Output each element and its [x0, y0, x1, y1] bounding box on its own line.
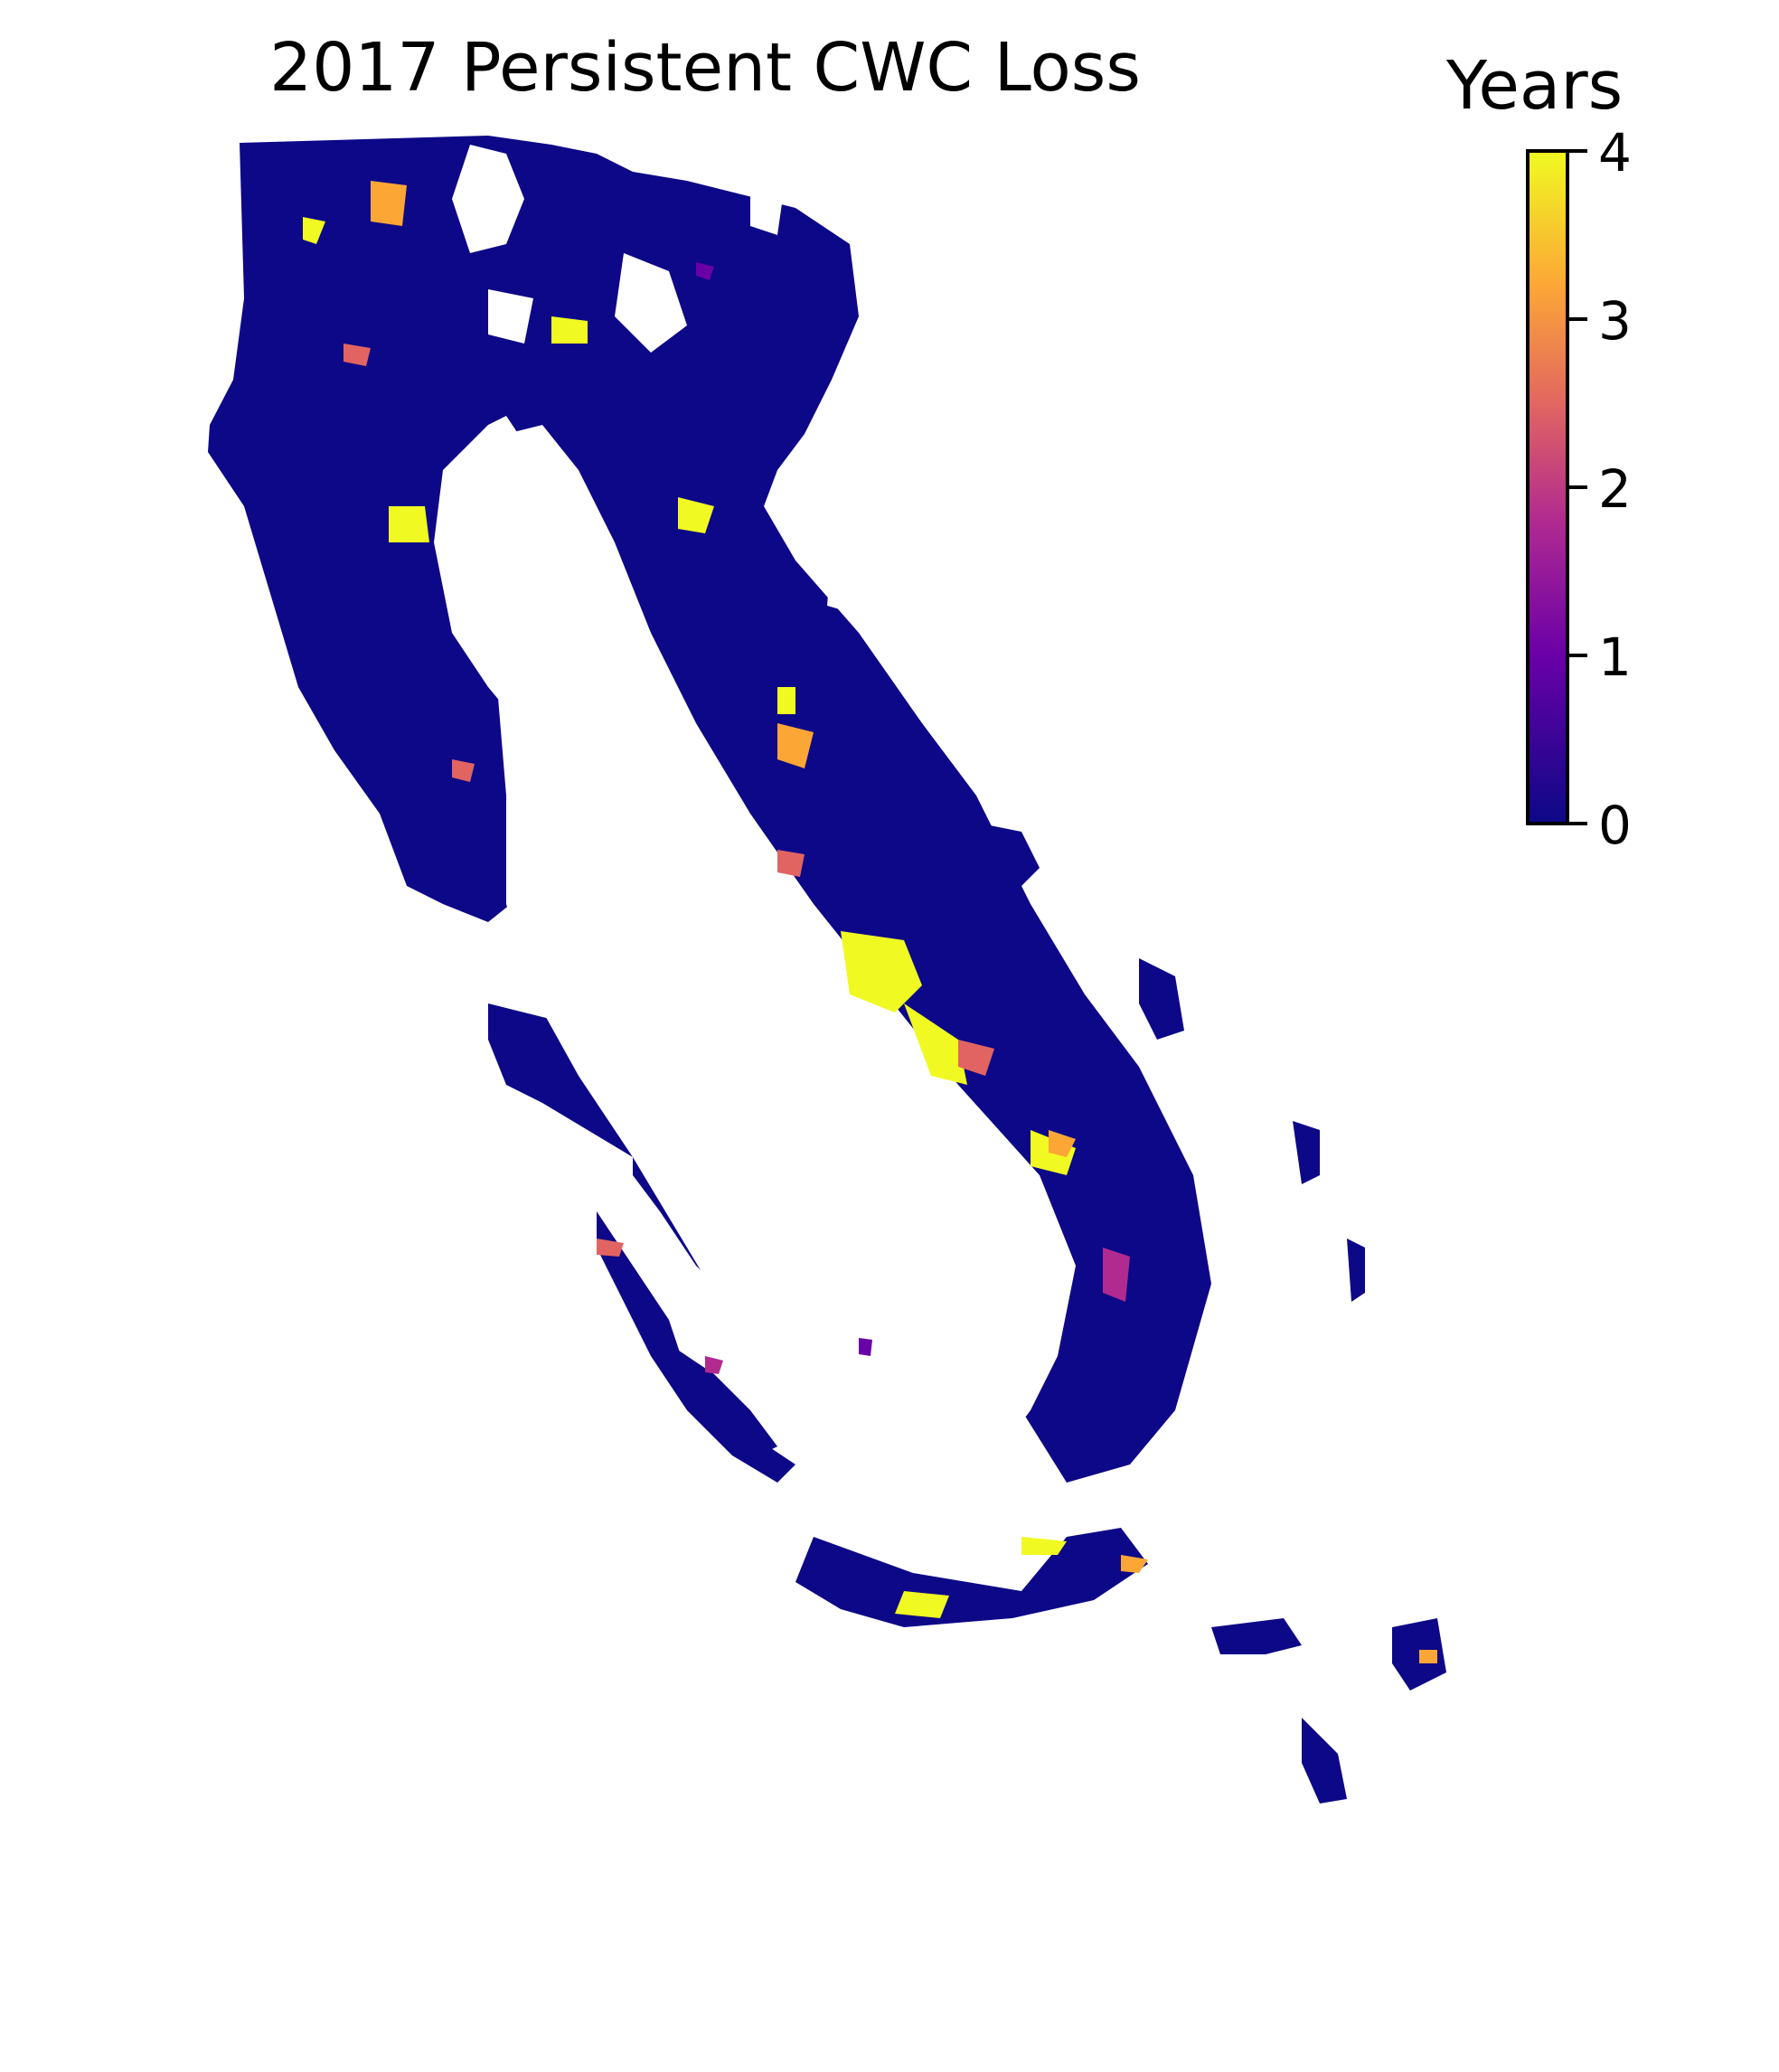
yellow-patch: [678, 497, 714, 533]
orange-patch: [1121, 1555, 1148, 1573]
high-value-patches: [303, 181, 1437, 1663]
magenta-patch: [1103, 1248, 1130, 1302]
east-gap-a: [827, 551, 859, 615]
coast-strip-c: [660, 1338, 777, 1455]
colorbar-tick-label: 4: [1598, 122, 1632, 184]
central-valley-gap: [479, 425, 1076, 1483]
magenta-patch: [705, 1356, 723, 1374]
orange-patch: [371, 181, 407, 226]
salmon-patch: [958, 1040, 994, 1076]
north-east-gap: [750, 163, 786, 235]
orange-patch: [1049, 1130, 1076, 1157]
yellow-patch: [904, 1003, 967, 1085]
colorbar-tick-mark: [1569, 654, 1587, 657]
salmon-patch: [452, 759, 475, 782]
east-fragment-b: [1293, 1121, 1320, 1184]
north-gap-a: [452, 145, 524, 253]
east-fragment-a: [1139, 958, 1184, 1040]
north-gap-c: [488, 289, 533, 344]
purple-patch: [859, 1338, 872, 1356]
orange-patch: [1419, 1650, 1437, 1663]
orange-patch: [777, 723, 814, 768]
map-gaps: [452, 145, 1076, 1483]
coast-strip-b: [597, 1211, 795, 1483]
colorbar-tick-mark: [1569, 149, 1587, 153]
salmon-patch: [777, 850, 805, 877]
yellow-patch: [1021, 1537, 1067, 1555]
colorbar-tick-label: 2: [1598, 458, 1632, 520]
colorbar-tick-mark: [1569, 317, 1587, 321]
yellow-patch: [303, 217, 325, 244]
yellow-patch: [895, 1591, 949, 1618]
colorbar-tick-label: 3: [1598, 290, 1632, 352]
south-fragments: [795, 1528, 1148, 1627]
north-coast-region: [208, 136, 1211, 1483]
colorbar-tick-label: 0: [1598, 795, 1632, 856]
colorbar-tick-mark: [1569, 822, 1587, 825]
colorbar-tick-label: 1: [1598, 626, 1632, 688]
purple-patch: [696, 262, 714, 280]
map-title: 2017 Persistent CWC Loss: [269, 29, 1141, 107]
north-east-block: [976, 823, 1040, 895]
yellow-patch: [841, 931, 922, 1012]
yellow-patch: [389, 506, 429, 542]
colorbar-tick-mark: [1569, 485, 1587, 489]
yellow-patch: [777, 687, 795, 714]
salmon-patch: [597, 1238, 624, 1257]
south-fragment-e: [1211, 1618, 1302, 1654]
south-fragment-g: [1302, 1718, 1347, 1804]
east-fragment-c: [1347, 1238, 1365, 1302]
salmon-patch: [344, 344, 371, 366]
colorbar-title: Years: [1446, 47, 1624, 125]
yellow-patch: [551, 316, 588, 344]
colorbar: [1526, 149, 1569, 825]
north-gap-b: [615, 253, 687, 353]
